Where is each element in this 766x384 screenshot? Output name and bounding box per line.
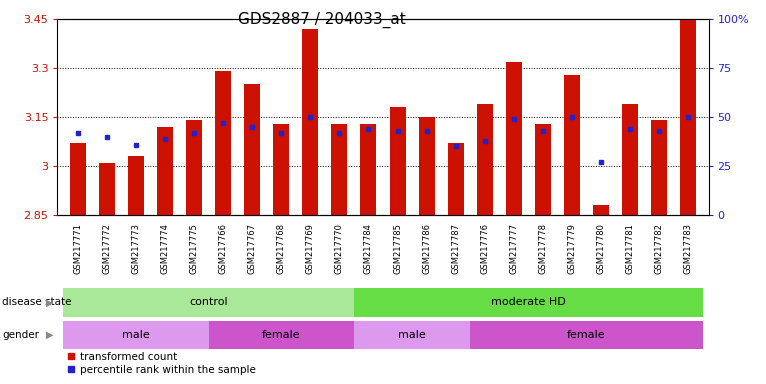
Text: ▶: ▶ (46, 297, 54, 308)
Bar (99, 163, 115, 215)
Text: female: female (262, 330, 300, 340)
Legend: transformed count, percentile rank within the sample: transformed count, percentile rank withi… (63, 348, 260, 379)
Text: male: male (122, 330, 150, 340)
Bar (354, 321, 470, 349)
Bar (470, 321, 702, 349)
Text: gender: gender (2, 330, 39, 340)
Text: control: control (189, 297, 228, 308)
Bar (361, 124, 376, 215)
Text: disease state: disease state (2, 297, 72, 308)
Bar (564, 75, 580, 215)
Text: female: female (567, 330, 606, 340)
Text: GDS2887 / 204033_at: GDS2887 / 204033_at (238, 12, 405, 28)
Bar (447, 143, 463, 215)
Bar (157, 127, 173, 215)
Bar (390, 107, 405, 215)
Bar (418, 117, 434, 215)
Bar (622, 104, 638, 215)
Bar (244, 84, 260, 215)
Bar (215, 71, 231, 215)
Bar (70, 143, 86, 215)
Text: moderate HD: moderate HD (491, 297, 566, 308)
Bar (651, 121, 667, 215)
Bar (593, 205, 609, 215)
Bar (535, 124, 551, 215)
Bar (506, 62, 522, 215)
Bar (476, 104, 493, 215)
Text: male: male (398, 330, 426, 340)
Bar (680, 19, 696, 215)
Bar (354, 288, 702, 317)
Bar (128, 156, 144, 215)
Bar (332, 124, 348, 215)
Bar (64, 321, 208, 349)
Bar (186, 121, 202, 215)
Bar (303, 29, 319, 215)
Text: ▶: ▶ (46, 330, 54, 340)
Bar (273, 124, 290, 215)
Bar (208, 321, 354, 349)
Bar (64, 288, 354, 317)
